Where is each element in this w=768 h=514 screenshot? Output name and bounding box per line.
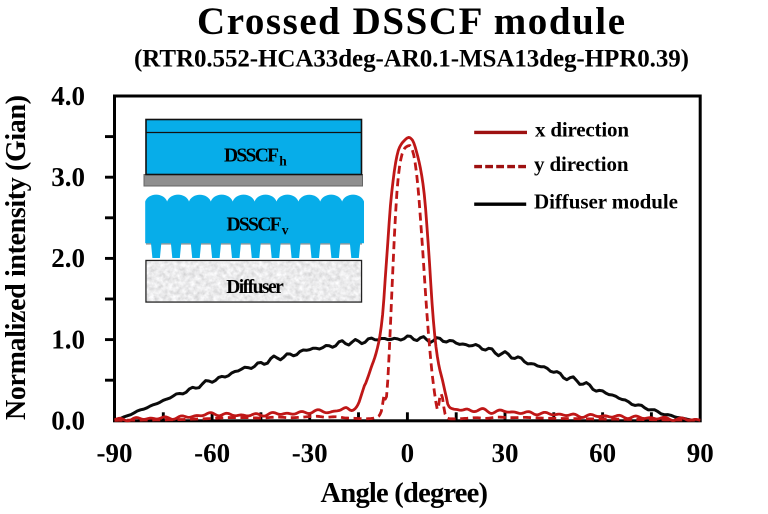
svg-text:-90: -90 — [97, 438, 133, 468]
svg-text:DSSCF: DSSCF — [227, 215, 282, 236]
svg-text:60: 60 — [589, 438, 616, 468]
svg-text:v: v — [282, 223, 289, 238]
svg-text:-30: -30 — [292, 438, 328, 468]
svg-text:Diffuser: Diffuser — [226, 277, 284, 298]
svg-text:90: 90 — [687, 438, 714, 468]
svg-text:y direction: y direction — [534, 152, 629, 176]
svg-text:Crossed DSSCF module: Crossed DSSCF module — [197, 0, 625, 43]
svg-text:x direction: x direction — [535, 118, 629, 142]
svg-text:Diffuser module: Diffuser module — [534, 190, 678, 214]
svg-text:Normalized intensity (Gian): Normalized intensity (Gian) — [1, 95, 32, 420]
svg-text:4.0: 4.0 — [51, 81, 85, 111]
svg-text:30: 30 — [492, 438, 519, 468]
svg-text:-60: -60 — [194, 438, 230, 468]
svg-text:0: 0 — [401, 438, 415, 468]
svg-text:3.0: 3.0 — [51, 162, 85, 192]
svg-text:h: h — [279, 154, 287, 169]
svg-text:2.0: 2.0 — [51, 243, 85, 273]
svg-text:DSSCF: DSSCF — [224, 146, 279, 167]
svg-text:Angle (degree): Angle (degree) — [321, 478, 489, 509]
svg-text:(RTR0.552-HCA33deg-AR0.1-MSA13: (RTR0.552-HCA33deg-AR0.1-MSA13deg-HPR0.3… — [134, 46, 689, 73]
svg-text:1.0: 1.0 — [51, 324, 85, 354]
svg-text:0.0: 0.0 — [51, 406, 85, 436]
